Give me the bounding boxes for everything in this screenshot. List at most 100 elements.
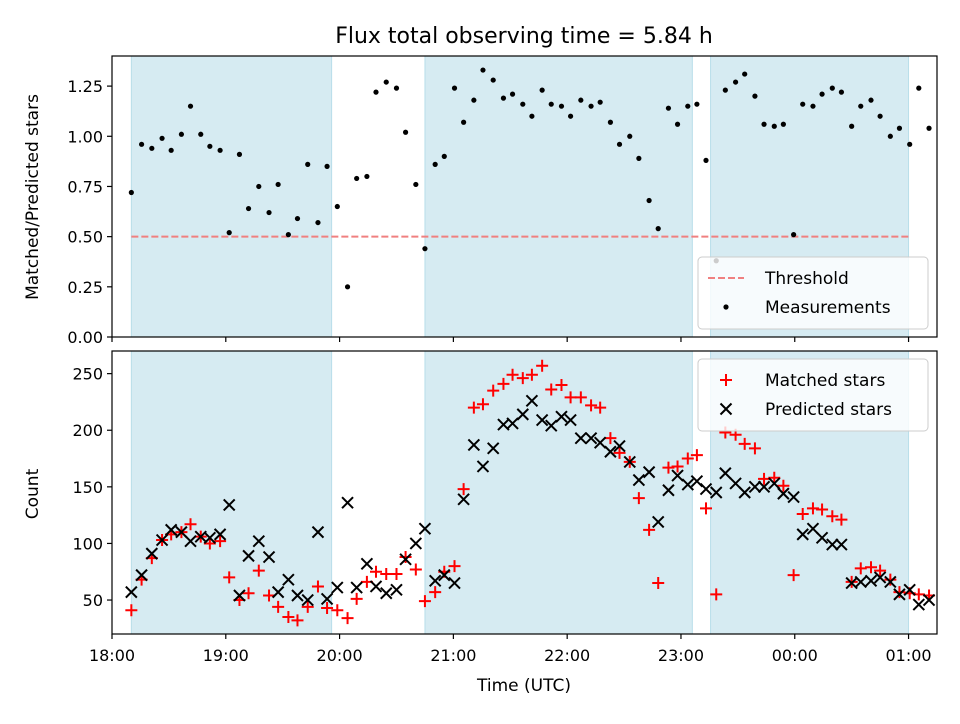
dot-point-top-82 <box>926 125 932 131</box>
dot-point-top-45 <box>567 113 574 119</box>
x-point-bottom-29 <box>409 537 423 550</box>
dot-point-top-36 <box>480 67 486 73</box>
legend-box-bottom <box>697 358 929 432</box>
x-point-bottom-47 <box>584 431 598 445</box>
dot-point-top-73 <box>838 89 845 95</box>
dot-point-top-8 <box>207 143 213 149</box>
legend-label-top-1: Measurements <box>765 298 891 318</box>
plus-point-bottom-28 <box>399 551 412 564</box>
dot-point-top-42 <box>539 87 545 93</box>
x-point-bottom-50 <box>613 439 626 453</box>
dot-point-top-32 <box>441 153 447 159</box>
legend-marker-bottom-1 <box>719 402 733 416</box>
dot-point-top-47 <box>588 103 594 109</box>
y-tick-label-top-0: 0.00 <box>67 328 103 347</box>
plot-frame-top <box>111 55 938 338</box>
x-point-bottom-25 <box>369 580 383 593</box>
plus-point-bottom-8 <box>203 537 216 550</box>
x-point-bottom-22 <box>341 496 354 509</box>
x-point-bottom-2 <box>145 547 159 560</box>
plus-point-bottom-38 <box>497 377 510 390</box>
dot-point-top-52 <box>636 155 642 161</box>
dot-point-top-3 <box>159 135 165 141</box>
dot-point-top-7 <box>198 131 204 137</box>
x-point-bottom-46 <box>574 431 588 445</box>
plus-point-bottom-13 <box>252 564 265 577</box>
x-tick-label-4: 22:00 <box>544 646 590 665</box>
x-point-bottom-19 <box>311 525 325 539</box>
dot-point-top-12 <box>245 205 252 212</box>
x-point-bottom-56 <box>671 469 684 482</box>
bottom-panel: 50 100 150 200 250 18:00 19:00 20:00 21:00 22:00 2… <box>72 350 938 665</box>
x-tick-label-7: 01:00 <box>885 646 931 665</box>
plus-point-bottom-49 <box>604 432 617 445</box>
dot-point-top-57 <box>685 103 691 109</box>
plus-point-bottom-52 <box>632 492 645 505</box>
x-point-bottom-75 <box>854 575 867 589</box>
legend-label-top-0: Threshold <box>764 269 849 289</box>
plus-point-bottom-30 <box>418 595 431 608</box>
dot-point-top-26 <box>383 79 389 85</box>
dot-point-top-48 <box>597 99 603 105</box>
x-point-bottom-17 <box>291 589 304 602</box>
x-point-bottom-66 <box>768 477 781 490</box>
x-point-bottom-71 <box>815 531 829 544</box>
dot-point-top-13 <box>256 183 262 190</box>
legend-marker-top-1 <box>723 304 729 310</box>
dot-point-top-72 <box>829 85 835 91</box>
x-point-bottom-42 <box>535 413 549 427</box>
dot-point-top-69 <box>800 101 806 107</box>
dot-point-top-10 <box>226 230 232 236</box>
dot-point-top-31 <box>432 161 438 167</box>
plus-point-bottom-70 <box>806 502 819 515</box>
dot-point-top-59 <box>703 157 709 163</box>
dot-point-top-18 <box>305 161 311 167</box>
dot-point-top-80 <box>907 141 913 147</box>
dot-point-top-61 <box>722 87 728 93</box>
dot-point-top-28 <box>402 129 409 135</box>
plus-point-bottom-75 <box>854 562 867 575</box>
plus-point-bottom-40 <box>516 372 529 385</box>
x-point-bottom-10 <box>222 498 236 512</box>
plus-point-bottom-54 <box>652 577 665 590</box>
y-axis-label-bottom: Count <box>23 468 43 519</box>
x-point-bottom-11 <box>233 589 246 602</box>
dot-point-top-71 <box>819 91 825 97</box>
x-point-bottom-34 <box>457 493 470 506</box>
y-tick-label-bottom-1: 100 <box>72 534 103 553</box>
plot-frame-bottom <box>111 350 938 635</box>
x-point-bottom-18 <box>301 593 314 607</box>
dot-point-top-77 <box>877 113 883 119</box>
y-tick-label-bottom-3: 200 <box>72 421 103 440</box>
x-point-bottom-16 <box>282 573 295 586</box>
x-tick-label-1: 19:00 <box>203 646 249 665</box>
x-point-bottom-79 <box>893 588 906 601</box>
plus-point-bottom-55 <box>662 461 675 474</box>
dot-point-top-9 <box>217 147 223 153</box>
plus-point-bottom-43 <box>545 383 558 396</box>
dot-point-top-76 <box>868 97 874 103</box>
x-point-bottom-77 <box>873 571 887 584</box>
dot-point-top-49 <box>607 119 614 125</box>
x-tick-label-5: 23:00 <box>658 646 704 665</box>
dot-point-top-33 <box>451 85 458 91</box>
legend-label-bottom-1: Predicted stars <box>765 400 892 420</box>
x-point-bottom-30 <box>418 522 432 535</box>
x-point-bottom-39 <box>506 417 519 430</box>
dot-point-top-58 <box>694 101 700 107</box>
plus-point-bottom-39 <box>506 368 519 381</box>
y-tick-label-top-1: 0.25 <box>67 278 103 297</box>
x-point-bottom-69 <box>796 528 809 541</box>
x-point-bottom-73 <box>835 538 848 551</box>
plus-point-bottom-50 <box>613 446 626 459</box>
x-point-bottom-60 <box>710 486 723 499</box>
x-point-bottom-53 <box>642 465 656 479</box>
dot-point-top-4 <box>168 147 174 153</box>
dot-point-top-22 <box>344 284 351 290</box>
plus-point-bottom-79 <box>893 586 906 599</box>
dot-point-top-81 <box>916 85 922 91</box>
chart-title: Flux total observing time = 5.84 h <box>335 24 713 49</box>
plus-point-bottom-18 <box>301 600 314 613</box>
plus-point-bottom-33 <box>448 560 461 573</box>
plus-point-bottom-67 <box>777 479 790 492</box>
